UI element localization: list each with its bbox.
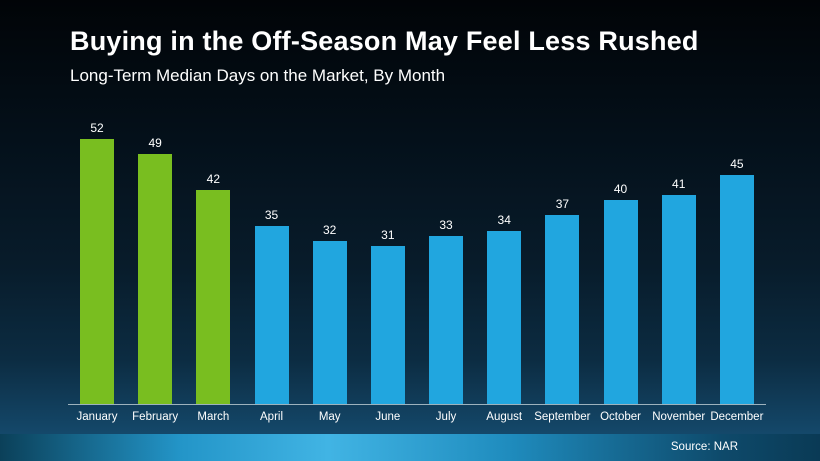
source-label: Source: NAR — [670, 441, 738, 453]
bar-value-label: 41 — [672, 177, 686, 191]
bar — [370, 246, 405, 404]
bar — [138, 154, 173, 404]
bar-value-label: 37 — [555, 197, 570, 211]
x-axis-label: December — [710, 411, 764, 423]
bar — [603, 200, 638, 404]
bar-value-label: 31 — [381, 228, 395, 242]
bar — [254, 226, 289, 404]
x-axis-label: October — [600, 411, 641, 423]
bar-chart: 52 49 42 35 32 31 33 34 37 40 41 45 — [68, 118, 766, 405]
bar — [429, 236, 464, 404]
bar-group: 32 — [301, 118, 359, 404]
bar-value-label: 42 — [206, 172, 221, 186]
bar-group: 41 — [650, 118, 708, 404]
bar-group: 33 — [417, 118, 475, 404]
bar-value-label: 45 — [730, 157, 744, 171]
x-axis-label: November — [652, 411, 706, 423]
chart-subtitle: Long-Term Median Days on the Market, By … — [70, 66, 446, 85]
bar-value-label: 35 — [264, 208, 279, 222]
x-axis-label: July — [435, 411, 457, 423]
x-axis-label: August — [486, 411, 523, 423]
bar-value-label: 52 — [90, 121, 104, 135]
bar-group: 40 — [592, 118, 650, 404]
x-axis-label: June — [375, 411, 401, 423]
bar-group: 45 — [708, 118, 766, 404]
chart-title: Buying in the Off-Season May Feel Less R… — [70, 26, 699, 56]
x-axis-label: March — [197, 411, 230, 423]
bar — [312, 241, 347, 404]
bar — [661, 195, 696, 404]
bar-group: 52 — [68, 118, 126, 404]
bar-group: 31 — [359, 118, 417, 404]
bar — [196, 190, 231, 404]
x-axis-label: February — [132, 411, 179, 423]
bar-group: 35 — [243, 118, 301, 404]
bar-value-label: 33 — [439, 218, 453, 232]
bar-group: 42 — [184, 118, 242, 404]
x-axis-label: January — [76, 411, 118, 423]
bar — [80, 139, 114, 404]
bar-group: 37 — [533, 118, 591, 404]
bar-group: 34 — [475, 118, 533, 404]
bar-value-label: 49 — [148, 136, 162, 150]
bar-value-label: 40 — [613, 182, 628, 196]
source-bar: Source: NAR — [0, 434, 820, 461]
bar-value-label: 32 — [323, 223, 337, 237]
bar — [545, 215, 580, 404]
bar-chart-plot-area: 52 49 42 35 32 31 33 34 37 40 41 45 — [68, 118, 766, 405]
x-axis-labels: January February March April May June July Augu… — [68, 411, 766, 423]
x-axis-label: May — [318, 411, 341, 423]
x-axis-label: April — [260, 411, 284, 423]
bar — [487, 231, 522, 404]
bar-group: 49 — [126, 118, 184, 404]
x-axis-label: September — [534, 411, 591, 423]
bar — [719, 175, 754, 404]
bar-value-label: 34 — [497, 213, 511, 227]
